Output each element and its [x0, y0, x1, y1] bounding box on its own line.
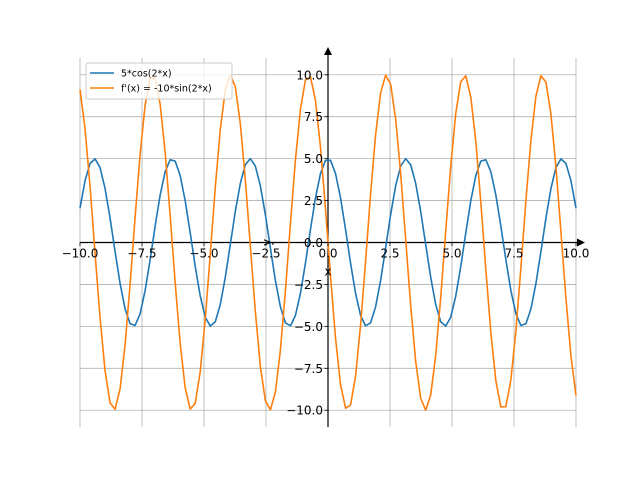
y-tick-label: 5.0 — [304, 152, 323, 166]
x-tick-label: 0.0 — [318, 247, 337, 261]
y-axis-arrow — [324, 47, 332, 55]
y-tick-label: −5.0 — [294, 320, 323, 334]
legend-box — [85, 62, 233, 100]
legend: 5*cos(2*x) f'(x) = -10*sin(2*x) — [85, 62, 233, 100]
x-tick-label: −5.0 — [189, 247, 218, 261]
y-tick-label: −10.0 — [286, 404, 323, 418]
x-tick-label: −7.5 — [127, 247, 156, 261]
x-axis-label: x — [324, 265, 331, 279]
x-tick-label: −10.0 — [62, 247, 99, 261]
x-tick-label: 2.5 — [380, 247, 399, 261]
y-tick-label: 2.5 — [304, 194, 323, 208]
x-axis-arrow — [577, 238, 585, 247]
x-tick-label: 5.0 — [442, 247, 461, 261]
series-line-1 — [79, 157, 577, 327]
legend-label-series-2: f'(x) = -10*sin(2*x) — [121, 84, 212, 95]
x-tick-label: 7.5 — [504, 247, 523, 261]
x-tick-label: −2.5 — [251, 247, 280, 261]
tick-labels: −10.0 −7.5 −5.0 −2.5 0.0 2.5 5.0 7.5 10.0 −10.0 −7… — [62, 68, 590, 417]
y-tick-label: 7.5 — [304, 110, 323, 124]
y-tick-label: 0.0 — [304, 236, 323, 250]
y-tick-label: 10.0 — [296, 68, 323, 82]
y-tick-label: −2.5 — [294, 278, 323, 292]
legend-label-series-1: 5*cos(2*x) — [121, 69, 172, 80]
y-axis-label: y — [260, 239, 274, 246]
x-tick-label: 10.0 — [563, 247, 590, 261]
y-tick-label: −7.5 — [294, 362, 323, 376]
